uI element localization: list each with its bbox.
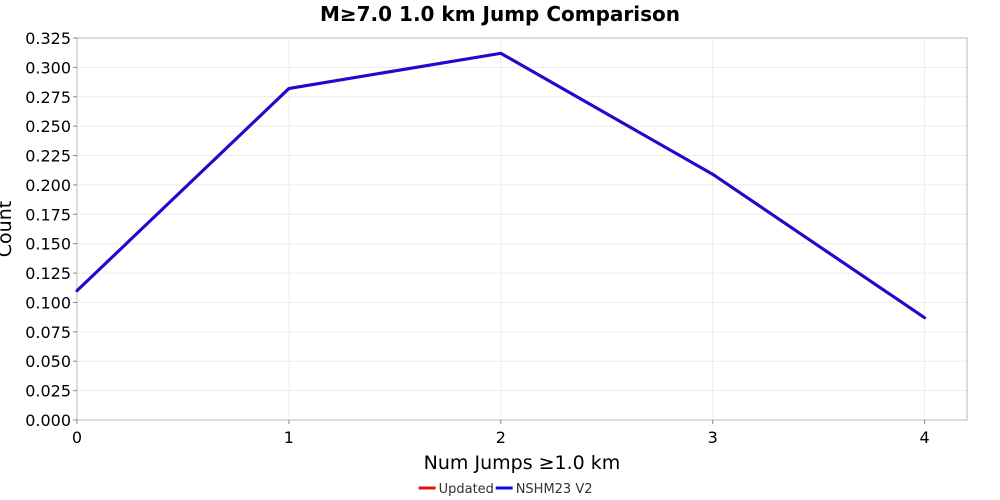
y-axis-label: Count bbox=[0, 201, 16, 257]
x-tick-label: 0 bbox=[72, 428, 82, 447]
legend: Updated NSHM23 V2 bbox=[418, 482, 593, 497]
y-tick-label: 0.000 bbox=[25, 411, 71, 430]
y-tick-label: 0.125 bbox=[25, 264, 71, 283]
y-tick-label: 0.250 bbox=[25, 117, 71, 136]
x-tick-label: 2 bbox=[496, 428, 506, 447]
y-tick-label: 0.325 bbox=[25, 29, 71, 48]
y-tick-label: 0.025 bbox=[25, 382, 71, 401]
y-tick-label: 0.100 bbox=[25, 293, 71, 312]
legend-label-updated: Updated bbox=[439, 482, 494, 497]
axis-ticks: 0 1 2 3 4 0.000 0.025 0.050 0.075 0.100 0.125 0.150… bbox=[25, 29, 930, 447]
y-tick-label: 0.300 bbox=[25, 58, 71, 77]
series-lines bbox=[75, 51, 927, 320]
x-tick-label: 3 bbox=[708, 428, 718, 447]
legend-label-nshm23-v2: NSHM23 V2 bbox=[516, 482, 593, 497]
chart-title: M≥7.0 1.0 km Jump Comparison bbox=[320, 2, 680, 26]
y-tick-label: 0.050 bbox=[25, 352, 71, 371]
x-tick-label: 4 bbox=[920, 428, 930, 447]
x-axis-label: Num Jumps ≥1.0 km bbox=[424, 452, 621, 474]
grid-lines bbox=[76, 37, 967, 421]
x-tick-label: 1 bbox=[284, 428, 294, 447]
y-tick-label: 0.200 bbox=[25, 176, 71, 195]
y-tick-label: 0.150 bbox=[25, 235, 71, 254]
y-tick-label: 0.075 bbox=[25, 323, 71, 342]
series-line-nshm23-v2 bbox=[75, 51, 927, 320]
y-tick-label: 0.225 bbox=[25, 147, 71, 166]
y-tick-label: 0.275 bbox=[25, 88, 71, 107]
plot-area bbox=[76, 37, 968, 421]
y-tick-label: 0.175 bbox=[25, 205, 71, 224]
